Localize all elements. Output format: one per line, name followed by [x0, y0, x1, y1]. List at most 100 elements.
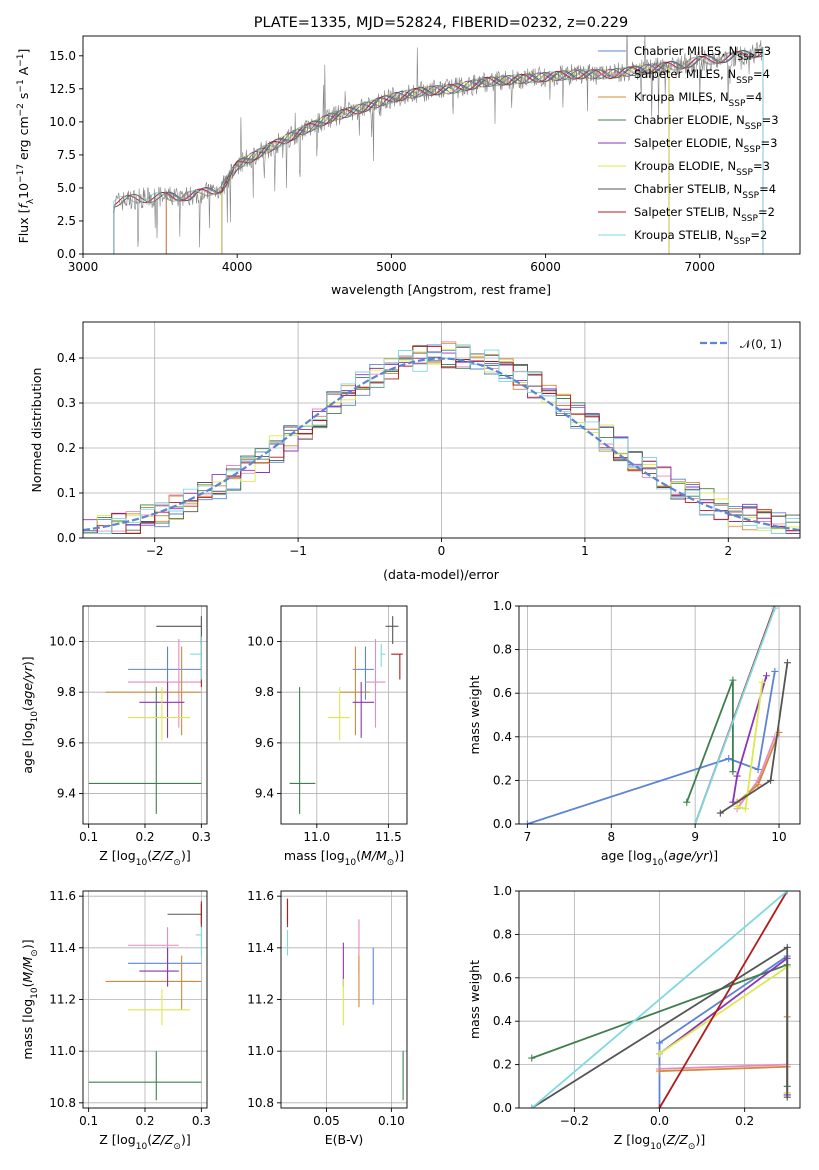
weight-vs-z-panel-plot-area: [519, 891, 800, 1108]
weight-marker: [729, 676, 737, 684]
x-tick-label: 11.0: [303, 830, 330, 844]
y-tick-label: 0.4: [493, 730, 512, 744]
normal-curve: [83, 357, 800, 532]
y-tick-label: 5.0: [57, 181, 76, 195]
y-tick-label: 0.8: [493, 927, 512, 941]
weight-vs-age-panel-x-label: age [log10(age/yr)]: [601, 848, 718, 868]
x-tick-label: −2: [146, 544, 164, 558]
weight-marker: [733, 803, 741, 811]
data-spectrum-line: [113, 36, 763, 248]
model-spectrum-line: [221, 64, 670, 254]
model-spectrum-line: [221, 64, 670, 254]
mass-vs-ebv-panel-x-label: E(B-V): [325, 1132, 364, 1147]
weight-marker: [783, 659, 791, 667]
y-tick-label: 0.3: [57, 396, 76, 410]
age-vs-z-panel-plot-area: [83, 606, 207, 824]
y-tick-label: 11.0: [49, 1044, 76, 1058]
y-tick-label: 0.2: [493, 1058, 512, 1072]
y-tick-label: 9.8: [255, 685, 274, 699]
weight-marker: [741, 805, 749, 813]
x-tick-label: 11.5: [375, 830, 402, 844]
model-spectrum-line: [165, 49, 764, 254]
axes-frame: [82, 35, 801, 255]
axes-frame: [518, 605, 801, 825]
model-spectrum-line: [113, 49, 764, 254]
y-tick-label: 10.0: [247, 634, 274, 648]
age-vs-mass-panel-x-label: mass [log10(M/M⊙)]: [284, 848, 404, 868]
x-tick-label: 0.2: [735, 1114, 754, 1128]
weight-vs-age-panel: 7 8 9 10 0.0 0.2 0.4 0.6 0.8 1.0 age [log10(age/yr…: [467, 599, 801, 868]
model-spectrum-line: [221, 63, 670, 254]
x-tick-label: 0.05: [313, 1114, 340, 1128]
weight-line: [659, 1016, 789, 1072]
weight-marker: [523, 820, 531, 824]
mass-vs-z-panel: 0.1 0.2 0.3 10.8 11.0 11.2 11.4 11.6 Z [log10(Z/…: [20, 889, 211, 1152]
weight-marker: [762, 672, 770, 680]
legend-label: Kroupa MILES, NSSP=4: [634, 90, 762, 109]
y-tick-label: 0.8: [493, 643, 512, 657]
y-tick-label: 11.2: [49, 993, 76, 1007]
weight-line: [658, 891, 788, 1108]
weight-marker: [771, 606, 779, 612]
y-tick-label: 9.8: [57, 685, 76, 699]
spectrum-x-label: wavelength [Angstrom, rest frame]: [331, 282, 551, 297]
y-tick-label: 9.6: [57, 736, 76, 750]
x-tick-label: 3000: [68, 260, 99, 274]
spectrum-panel-plot-area: [113, 36, 764, 254]
y-tick-label: 7.5: [57, 148, 76, 162]
y-tick-label: 0.1: [57, 486, 76, 500]
legend-label: Salpeter STELIB, NSSP=2: [634, 205, 775, 224]
legend-label: Kroupa STELIB, NSSP=2: [634, 228, 767, 247]
weight-line: [658, 954, 789, 1108]
y-tick-label: 11.6: [49, 889, 76, 903]
weight-marker: [783, 943, 791, 951]
y-tick-label: 11.0: [247, 1044, 274, 1058]
weight-marker: [528, 1104, 536, 1108]
x-tick-label: 0.10: [378, 1114, 405, 1128]
x-tick-label: 0.0: [650, 1114, 669, 1128]
y-tick-label: 0.4: [493, 1014, 512, 1028]
legend-label: Salpeter ELODIE, NSSP=3: [634, 136, 777, 155]
axes-frame: [280, 890, 408, 1109]
weight-marker: [656, 1039, 663, 1047]
weight-marker: [758, 678, 766, 686]
age-vs-mass-panel: 11.0 11.5 9.4 9.6 9.8 10.0 mass [log10(M/M⊙)]: [247, 605, 408, 868]
spectrum-y-label: Flux [fλ10−17 erg cm−2 s−1 A−1]: [16, 49, 36, 244]
y-tick-label: 0.0: [493, 1101, 512, 1115]
mass-vs-ebv-panel-plot-area: [281, 891, 407, 1108]
legend-label: Chabrier MILES, NSSP=3: [634, 44, 771, 63]
spectrum-panel: 3000 4000 5000 6000 7000 0.0 2.5 5.0 7.5 10.0 12.5…: [16, 15, 801, 297]
axes-frame: [82, 605, 208, 825]
weight-marker: [783, 1093, 791, 1101]
age-vs-z-panel-y-label: age [log10(age/yr)]: [20, 656, 40, 773]
x-tick-label: 0.1: [79, 830, 98, 844]
x-tick-label: 7000: [685, 260, 716, 274]
y-tick-label: 0.6: [493, 686, 512, 700]
legend-label: Chabrier ELODIE, NSSP=3: [634, 113, 779, 132]
x-tick-label: 10: [771, 830, 786, 844]
x-tick-label: 4000: [222, 260, 253, 274]
y-tick-label: 1.0: [493, 599, 512, 613]
x-tick-label: 0.3: [192, 830, 211, 844]
x-tick-label: 0: [438, 544, 446, 558]
weight-vs-z-panel-y-label: mass weight: [467, 960, 482, 1039]
x-tick-label: 0.2: [135, 830, 154, 844]
age-vs-z-panel: 0.1 0.2 0.3 9.4 9.6 9.8 10.0 Z [log10(Z/Z⊙)] age…: [20, 605, 211, 868]
y-tick-label: 9.4: [255, 787, 274, 801]
y-tick-label: 0.0: [57, 247, 76, 261]
y-tick-label: 11.4: [247, 941, 274, 955]
mass-vs-z-panel-y-label: mass [log10(M/M⊙)]: [20, 939, 40, 1059]
weight-marker: [754, 781, 762, 789]
weight-vs-age-panel-plot-area: [519, 606, 800, 824]
x-tick-label: 2: [724, 544, 732, 558]
y-tick-label: 9.4: [57, 787, 76, 801]
y-tick-label: 2.5: [57, 214, 76, 228]
residual-panel-plot-area: [83, 322, 800, 538]
y-tick-label: 0.2: [493, 773, 512, 787]
x-tick-label: 7: [524, 830, 532, 844]
y-tick-label: 10.8: [247, 1096, 274, 1110]
y-tick-label: 10.0: [49, 634, 76, 648]
x-tick-label: 1: [581, 544, 589, 558]
weight-marker: [656, 1104, 663, 1108]
